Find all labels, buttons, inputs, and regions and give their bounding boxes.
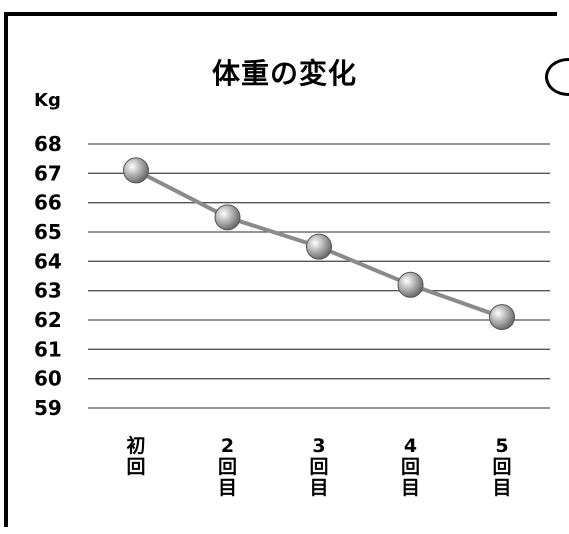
data-point	[214, 204, 241, 231]
x-tick-label: 3 回目	[309, 435, 328, 499]
gridlines	[88, 143, 550, 409]
data-point	[489, 304, 515, 331]
x-tick-label: 5 回目	[492, 435, 511, 499]
chart-frame	[4, 12, 557, 527]
data-point	[306, 233, 332, 260]
y-tick-label: 67	[34, 161, 62, 185]
data-point	[123, 157, 149, 184]
y-tick-label: 65	[34, 220, 62, 244]
y-tick-label: 59	[34, 396, 62, 420]
series-points	[123, 157, 515, 331]
x-tick-label: 2 回目	[218, 435, 237, 499]
y-axis-ticks: 68 67 66 65 64 63 62 61 60 59	[34, 132, 62, 420]
y-tick-label: 63	[34, 279, 62, 303]
y-tick-label: 68	[34, 132, 62, 156]
x-axis-ticks: 初回 2 回目 3 回目 4 回目 5 回目	[126, 434, 511, 499]
chart-title: 体重の変化	[211, 57, 357, 90]
y-tick-label: 60	[34, 367, 62, 391]
x-tick-label: 初回	[126, 434, 145, 478]
y-tick-label: 61	[34, 337, 62, 361]
y-tick-label: 66	[34, 191, 62, 215]
data-point	[397, 271, 424, 298]
y-tick-label: 62	[34, 308, 62, 332]
y-axis-unit-label: Kg	[34, 90, 61, 111]
x-tick-label: 4 回目	[401, 435, 420, 499]
y-tick-label: 64	[34, 249, 62, 273]
